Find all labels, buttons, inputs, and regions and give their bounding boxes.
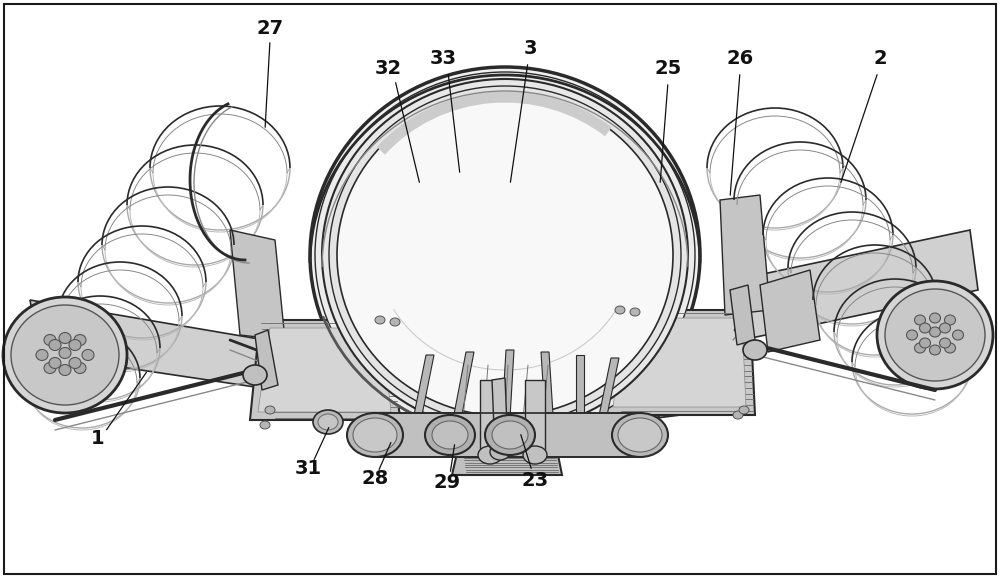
- Ellipse shape: [612, 413, 668, 457]
- Ellipse shape: [877, 281, 993, 389]
- Ellipse shape: [318, 414, 338, 430]
- Polygon shape: [730, 285, 755, 345]
- Ellipse shape: [313, 410, 343, 434]
- Ellipse shape: [885, 289, 985, 381]
- Ellipse shape: [322, 79, 688, 431]
- Ellipse shape: [492, 421, 528, 449]
- Ellipse shape: [920, 323, 930, 333]
- Ellipse shape: [940, 338, 950, 348]
- Polygon shape: [760, 270, 820, 352]
- Ellipse shape: [914, 315, 926, 325]
- Ellipse shape: [940, 323, 950, 333]
- Polygon shape: [258, 328, 391, 412]
- Ellipse shape: [615, 306, 625, 314]
- Polygon shape: [720, 195, 770, 315]
- Ellipse shape: [59, 365, 71, 376]
- Ellipse shape: [478, 446, 502, 464]
- Ellipse shape: [523, 446, 547, 464]
- Ellipse shape: [260, 421, 270, 429]
- Ellipse shape: [485, 415, 535, 455]
- Text: 3: 3: [523, 39, 537, 57]
- Ellipse shape: [952, 330, 964, 340]
- Ellipse shape: [329, 86, 681, 424]
- Polygon shape: [320, 350, 690, 430]
- Ellipse shape: [733, 411, 743, 419]
- Ellipse shape: [44, 335, 56, 346]
- Polygon shape: [613, 318, 746, 407]
- Ellipse shape: [59, 347, 71, 358]
- Ellipse shape: [944, 343, 956, 353]
- Polygon shape: [735, 230, 978, 340]
- Text: 2: 2: [873, 49, 887, 68]
- Text: 25: 25: [654, 58, 682, 77]
- Ellipse shape: [49, 339, 61, 350]
- Polygon shape: [501, 350, 514, 435]
- Polygon shape: [452, 440, 562, 475]
- Ellipse shape: [82, 350, 94, 361]
- Ellipse shape: [375, 316, 385, 324]
- Polygon shape: [492, 378, 508, 452]
- Ellipse shape: [906, 330, 918, 340]
- Polygon shape: [340, 380, 665, 430]
- Text: 27: 27: [256, 18, 284, 38]
- Ellipse shape: [914, 343, 926, 353]
- Text: 31: 31: [294, 458, 322, 477]
- Ellipse shape: [11, 305, 119, 405]
- Ellipse shape: [310, 67, 700, 443]
- Ellipse shape: [49, 358, 61, 369]
- Text: 28: 28: [361, 469, 389, 487]
- Text: 33: 33: [430, 49, 456, 68]
- Ellipse shape: [630, 308, 640, 316]
- Ellipse shape: [425, 415, 475, 455]
- Ellipse shape: [930, 313, 940, 323]
- Polygon shape: [480, 380, 500, 455]
- Polygon shape: [596, 358, 619, 430]
- Polygon shape: [375, 413, 640, 457]
- Text: 1: 1: [91, 428, 105, 447]
- Text: 29: 29: [433, 472, 461, 491]
- Polygon shape: [576, 355, 584, 430]
- Polygon shape: [30, 300, 275, 390]
- Polygon shape: [255, 330, 278, 390]
- Text: 32: 32: [374, 58, 402, 77]
- Text: 26: 26: [726, 49, 754, 68]
- Ellipse shape: [920, 338, 930, 348]
- Ellipse shape: [243, 365, 267, 385]
- Ellipse shape: [930, 345, 940, 355]
- Text: 23: 23: [521, 470, 549, 490]
- Ellipse shape: [353, 418, 397, 452]
- Ellipse shape: [74, 335, 86, 346]
- Ellipse shape: [265, 406, 275, 414]
- Ellipse shape: [44, 362, 56, 373]
- Ellipse shape: [390, 318, 400, 326]
- Ellipse shape: [743, 340, 767, 360]
- Ellipse shape: [69, 339, 81, 350]
- Ellipse shape: [930, 327, 940, 337]
- Polygon shape: [230, 230, 285, 340]
- Ellipse shape: [490, 444, 510, 460]
- Polygon shape: [541, 352, 554, 430]
- Polygon shape: [250, 320, 400, 420]
- Ellipse shape: [337, 94, 673, 416]
- Ellipse shape: [315, 72, 695, 438]
- Ellipse shape: [347, 413, 403, 457]
- Polygon shape: [605, 310, 755, 415]
- Polygon shape: [451, 352, 474, 430]
- Polygon shape: [411, 355, 434, 430]
- Polygon shape: [355, 415, 650, 455]
- Ellipse shape: [3, 297, 127, 413]
- Polygon shape: [525, 380, 545, 455]
- Ellipse shape: [432, 421, 468, 449]
- Ellipse shape: [36, 350, 48, 361]
- Ellipse shape: [944, 315, 956, 325]
- Ellipse shape: [59, 332, 71, 343]
- Ellipse shape: [618, 418, 662, 452]
- Ellipse shape: [69, 358, 81, 369]
- Ellipse shape: [739, 406, 749, 414]
- Ellipse shape: [74, 362, 86, 373]
